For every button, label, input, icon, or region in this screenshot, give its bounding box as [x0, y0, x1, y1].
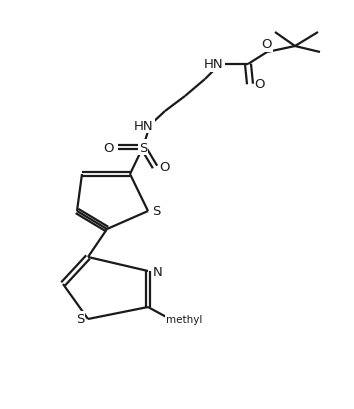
Text: O: O: [160, 161, 170, 174]
Text: methyl: methyl: [166, 314, 202, 324]
Text: N: N: [153, 265, 163, 278]
Text: S: S: [76, 313, 84, 326]
Text: O: O: [262, 38, 272, 52]
Text: O: O: [255, 78, 265, 91]
Text: S: S: [152, 205, 160, 218]
Text: HN: HN: [204, 58, 224, 71]
Text: HN: HN: [134, 119, 154, 132]
Text: O: O: [103, 141, 113, 154]
Text: S: S: [139, 141, 147, 154]
